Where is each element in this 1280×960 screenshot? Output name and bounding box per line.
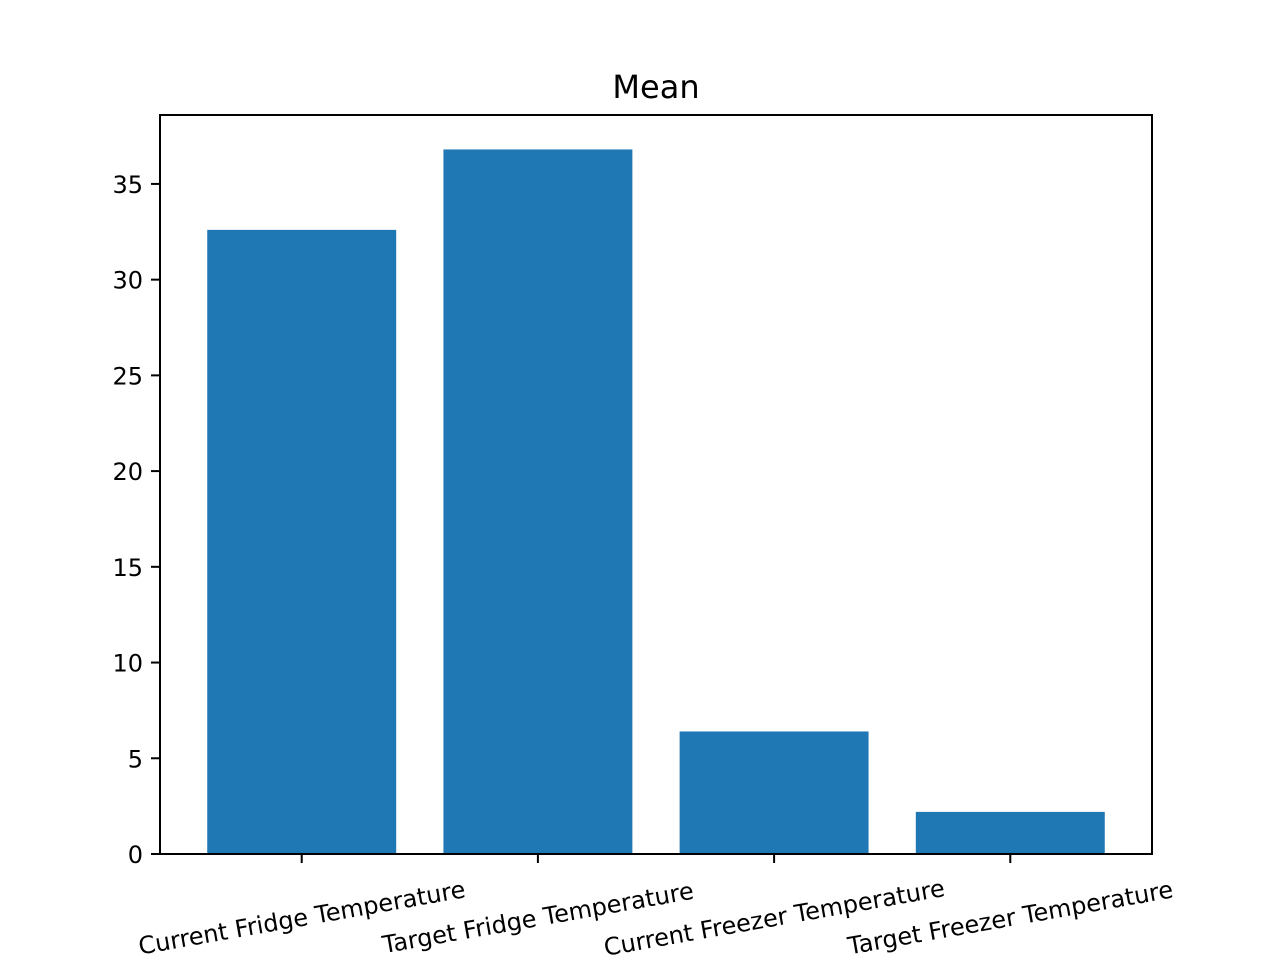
y-tick-label: 25 [112,362,143,390]
y-tick-label: 5 [128,745,143,773]
bar-2 [443,149,633,855]
y-tick-label: 30 [112,267,143,295]
bars-layer [207,149,1105,855]
y-tick-label: 15 [112,554,143,582]
y-tick-label: 20 [112,458,143,486]
bar-3 [679,731,869,854]
y-tick-label: 10 [112,650,143,678]
y-tick-label: 35 [112,171,143,199]
plot-frame [159,114,1153,855]
y-axis: 0 5 10 15 20 25 30 35 [112,171,160,869]
chart-title: Mean [612,68,699,106]
bar-1 [207,229,397,854]
bar-4 [915,811,1105,854]
y-tick-label: 0 [128,841,143,869]
